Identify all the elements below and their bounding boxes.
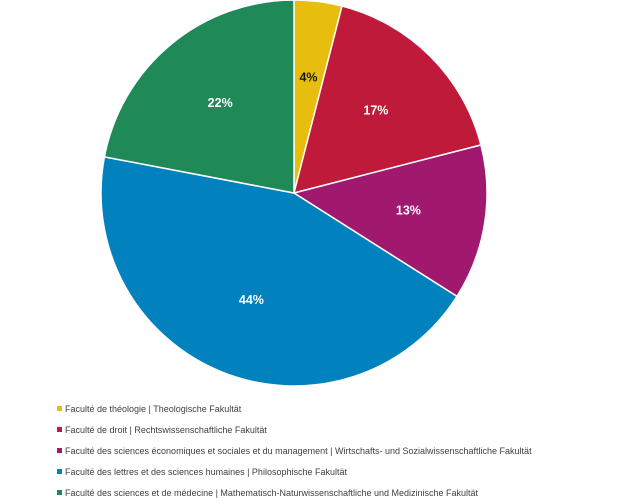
data-label-science-medicine: 22% bbox=[208, 96, 233, 110]
pie-slice-law bbox=[293, 5, 482, 194]
pie-slice-humanities bbox=[100, 156, 458, 387]
legend-item-humanities: Faculté des lettres et des sciences huma… bbox=[57, 462, 617, 481]
legend-swatch-economics bbox=[57, 448, 62, 453]
data-label-humanities: 44% bbox=[239, 293, 264, 307]
legend-item-law: Faculté de droit | Rechtswissenschaftlic… bbox=[57, 420, 617, 439]
chart-legend: Faculté de théologie | Theologische Faku… bbox=[57, 399, 617, 504]
data-label-economics: 13% bbox=[396, 203, 421, 217]
legend-label-theology: Faculté de théologie | Theologische Faku… bbox=[65, 403, 242, 414]
legend-swatch-humanities bbox=[57, 469, 62, 474]
legend-label-science-medicine: Faculté des sciences et de médecine | Ma… bbox=[65, 487, 479, 498]
pie-slice-science-medicine bbox=[103, 0, 295, 194]
data-label-theology: 4% bbox=[299, 70, 317, 84]
data-label-law: 17% bbox=[363, 103, 388, 117]
legend-item-theology: Faculté de théologie | Theologische Faku… bbox=[57, 399, 617, 418]
legend-label-economics: Faculté des sciences économiques et soci… bbox=[65, 445, 532, 456]
legend-item-economics: Faculté des sciences économiques et soci… bbox=[57, 441, 617, 460]
legend-label-humanities: Faculté des lettres et des sciences huma… bbox=[65, 466, 347, 477]
legend-label-law: Faculté de droit | Rechtswissenschaftlic… bbox=[65, 424, 267, 435]
pie-chart: 4% 17% 13% 44% 22% bbox=[100, 0, 488, 387]
pie-slices bbox=[100, 0, 488, 387]
legend-swatch-law bbox=[57, 427, 62, 432]
legend-swatch-theology bbox=[57, 406, 62, 411]
legend-item-science-medicine: Faculté des sciences et de médecine | Ma… bbox=[57, 483, 617, 502]
pie-data-labels: 4% 17% 13% 44% 22% bbox=[208, 70, 421, 307]
pie-slice-economics bbox=[293, 144, 488, 298]
